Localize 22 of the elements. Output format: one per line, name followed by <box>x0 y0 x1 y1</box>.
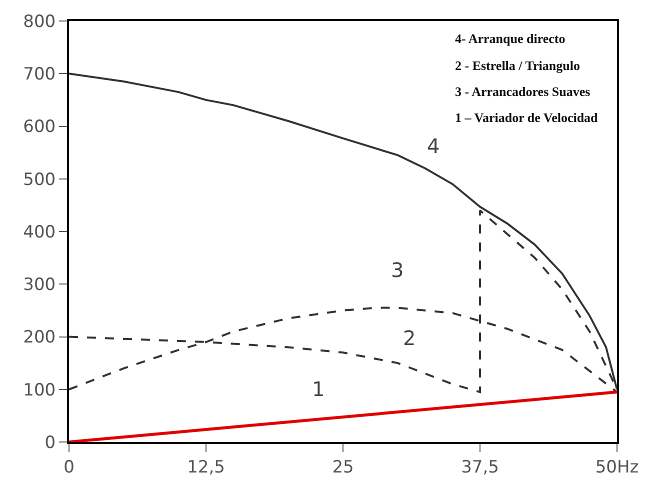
x-tick-label: 0 <box>64 457 74 478</box>
y-tick-label: 800 <box>23 12 56 32</box>
y-tick-label: 500 <box>23 170 56 190</box>
annotation: 4 <box>427 134 440 158</box>
x-tick-label: 37,5 <box>461 457 499 478</box>
annotation: 3 - Arrancadores Suaves <box>455 84 590 99</box>
y-tick-label: 200 <box>23 328 56 348</box>
y-tick-label: 400 <box>23 222 56 242</box>
y-tick-label: 0 <box>44 432 56 453</box>
annotation: 4- Arranque directo <box>455 31 566 46</box>
y-tick-label: 600 <box>23 117 56 138</box>
annotation: 2 <box>403 326 416 350</box>
x-tick-label: 12,5 <box>187 457 225 478</box>
y-tick-label: 100 <box>23 380 56 400</box>
x-tick-label: 50Hz <box>595 457 639 478</box>
annotation: 1 <box>312 377 325 401</box>
y-tick-label: 700 <box>23 64 56 85</box>
annotation: 2 - Estrella / Triangulo <box>455 58 580 73</box>
annotation: 3 <box>391 258 404 282</box>
x-tick-label: 25 <box>332 457 354 478</box>
annotation: 1 – Variador de Velocidad <box>455 110 599 125</box>
y-tick-label: 300 <box>23 275 56 296</box>
